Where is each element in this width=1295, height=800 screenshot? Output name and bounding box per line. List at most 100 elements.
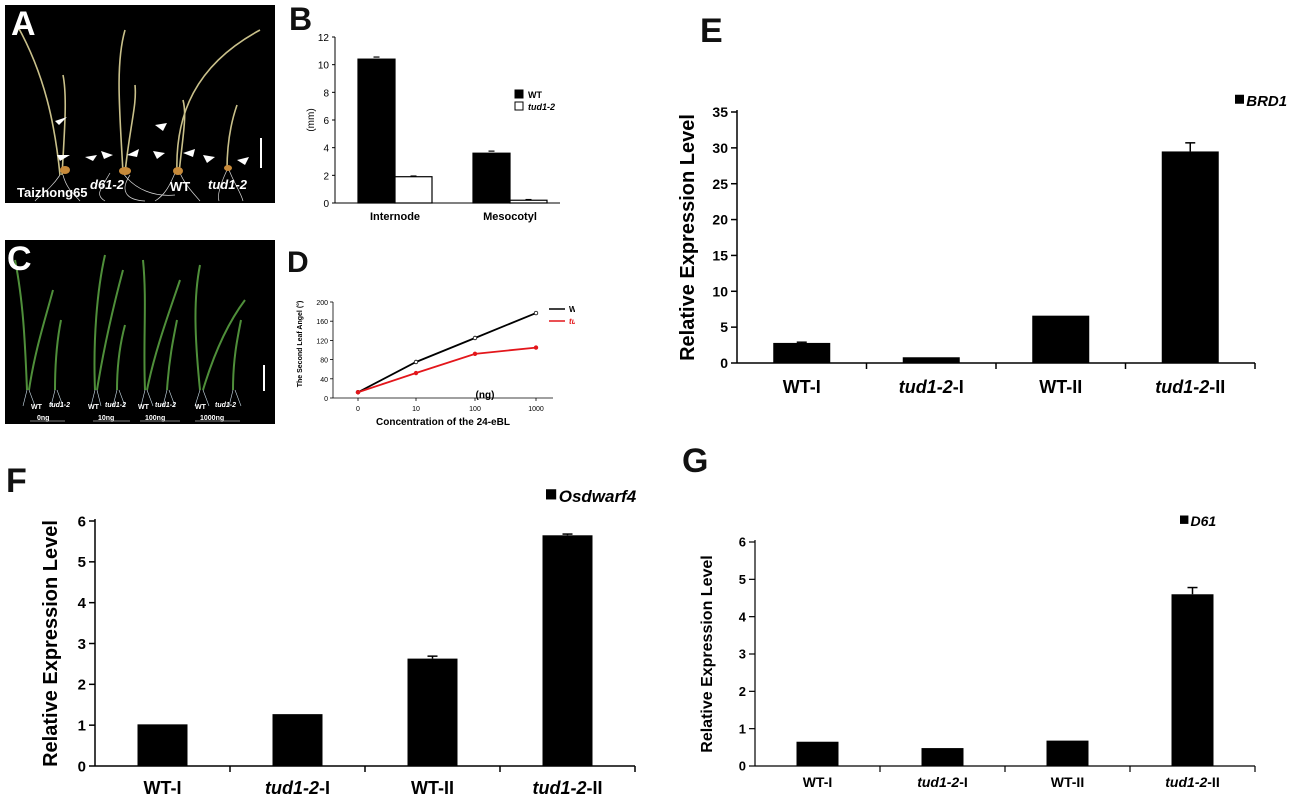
geno-label-6: tud1-2 [155,402,176,409]
y-axis-label: The Second Leaf Angel (°) [296,301,304,388]
legend-swatch [1235,94,1244,104]
x-category-label: tud1-2-II [533,778,603,798]
y-tick-label: 10 [712,283,728,299]
y-axis-label: (mm) [306,108,317,131]
legend-label: tud1-2 [569,317,575,326]
legend-label: D61 [1191,513,1217,529]
y-tick-label: 12 [318,33,330,44]
x-category-label: Mesocotyl [483,211,537,223]
bar-WT-II [1032,315,1090,363]
dose-label-1000: 1000ng [200,415,225,422]
chart-panel-b: B 0 2 4 6 8 10 12 (mm) Internode Mesocotyl WT tud1-2 [289,1,560,223]
y-tick-label: 8 [323,88,329,99]
y-tick-label: 160 [316,319,328,326]
x-tick-label: 1000 [528,406,544,413]
y-tick-label: 4 [323,144,329,155]
x-tick-label: 0 [356,406,360,413]
data-point [413,370,419,376]
legend-swatch [514,101,524,111]
bar-WT-Mesocotyl [472,152,511,204]
y-tick-label: 4 [78,595,87,612]
y-tick-label: 25 [712,176,728,192]
x-category-label: Internode [370,211,420,223]
photo-a-drawing [16,24,262,202]
y-tick-label: 0 [323,199,329,210]
bar-WT-Internode [357,58,396,204]
x-unit-label: (ng) [476,390,495,401]
bar-WT-I [773,342,831,363]
bar-tud1-2-II [1161,151,1219,363]
y-axis-label: Relative Expression Level [677,114,699,361]
y-tick-label: 6 [323,116,329,127]
bar-tud1-2-I [272,714,323,766]
legend-label: tud1-2 [528,102,555,112]
bar-WT-I [796,741,839,766]
geno-label-1: WT [31,404,42,411]
panel-letter-b: B [289,1,312,37]
legend-swatch [546,489,557,500]
y-axis-label: Relative Expression Level [40,520,62,767]
y-tick-label: 2 [323,171,329,182]
y-tick-label: 3 [739,647,746,662]
dose-label-10: 10ng [98,415,115,422]
data-point [472,351,478,357]
chart-panel-g: G 0 1 2 3 4 5 6 WT-I tud1-2-I WT-II tud1-2-II Relati… [682,442,1256,790]
x-category-label: tud1-2-I [265,778,330,798]
data-point [355,390,361,395]
y-tick-label: 2 [739,684,746,699]
y-tick-label: 40 [320,377,328,384]
label-d61-2: d61-2 [90,177,124,192]
chart-panel-d: D 0 40 80 120 160 200 0 10 100 1000 (ng) Concentrati… [287,246,575,428]
y-tick-label: 120 [316,338,328,345]
photo-c-drawing [14,254,265,422]
y-tick-label: 6 [739,535,746,550]
x-category-label: WT-II [1039,377,1082,397]
dose-label-100: 100ng [145,415,166,422]
y-tick-label: 0 [324,396,328,403]
y-tick-label: 30 [712,140,728,156]
geno-label-3: WT [88,404,99,411]
x-category-label: WT-I [783,377,821,397]
legend-label: WT [528,90,542,100]
chart-panel-e: E 0 5 10 15 20 25 30 35 WT-I tud1-2-I WT-II tud1-2-I… [677,12,1287,397]
label-wt: WT [170,179,191,194]
data-point [533,345,539,350]
x-category-label: WT-I [144,778,182,798]
x-category-label: WT-II [1051,774,1084,790]
panel-letter-g: G [682,442,708,480]
y-tick-label: 5 [739,572,746,587]
x-category-label: WT-II [411,778,454,798]
y-tick-label: 15 [712,247,728,263]
y-tick-label: 20 [712,212,728,228]
label-tud1-2: tud1-2 [208,177,247,192]
y-tick-label: 80 [320,358,328,365]
y-tick-label: 6 [78,513,86,530]
bar-tud1-2-Mesocotyl [509,199,548,204]
y-tick-label: 4 [739,609,747,624]
y-tick-label: 1 [78,718,86,735]
legend-swatch [1180,515,1189,524]
y-tick-label: 0 [739,759,746,774]
y-tick-label: 0 [720,355,728,371]
photo-panel-c: C WT tud1-2 WT tud1-2 WT tud1-2 WT tud1-… [5,240,275,424]
bar-tud1-2-I [902,357,960,363]
bar-WT-II [407,658,458,766]
y-tick-label: 0 [78,758,86,775]
photo-panel-a: A Taizhong65 d61-2 WT tud1-2 [5,5,275,203]
bar-WT-I [137,724,188,766]
x-tick-label: 10 [412,406,420,413]
x-tick-label: 100 [469,406,481,413]
series-line-WT [357,312,537,394]
bar-tud1-2-I [921,748,964,766]
bar-WT-II [1046,740,1089,766]
geno-label-5: WT [138,404,149,411]
geno-label-8: tud1-2 [215,402,236,409]
y-tick-label: 5 [720,319,728,335]
legend-label: BRD1 [1246,93,1287,110]
panel-letter-e: E [700,12,723,50]
y-tick-label: 5 [78,554,86,571]
legend-label: WT [569,305,575,314]
geno-label-7: WT [195,404,206,411]
x-axis-label: Concentration of the 24-eBL [376,417,510,428]
series-line-tud1-2 [357,346,537,394]
